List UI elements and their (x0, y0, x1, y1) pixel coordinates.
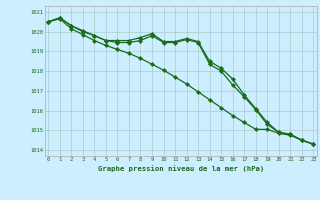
X-axis label: Graphe pression niveau de la mer (hPa): Graphe pression niveau de la mer (hPa) (98, 165, 264, 172)
